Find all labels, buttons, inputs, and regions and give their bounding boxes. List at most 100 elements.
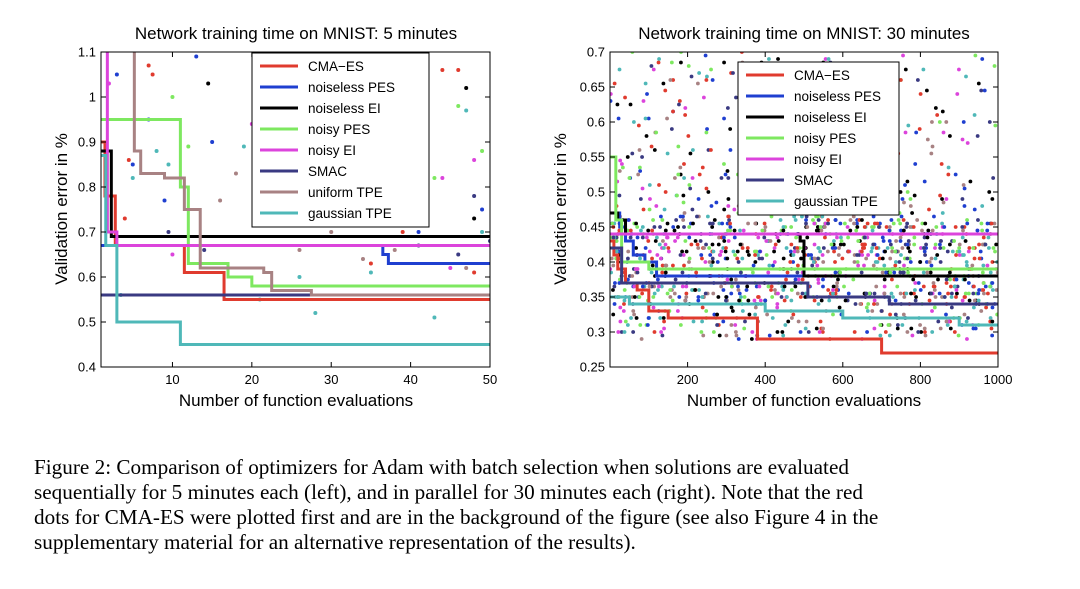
- scatter-point: [636, 47, 640, 51]
- scatter-point: [811, 218, 815, 222]
- scatter-point: [987, 120, 992, 124]
- scatter-point: [659, 330, 664, 334]
- scatter-point: [842, 284, 846, 289]
- scatter-point: [820, 253, 825, 257]
- scatter-point: [784, 246, 789, 250]
- scatter-point: [791, 312, 796, 317]
- scatter-point: [949, 295, 954, 299]
- scatter-point: [711, 330, 716, 334]
- scatter-point: [673, 239, 677, 243]
- scatter-point: [909, 326, 914, 331]
- scatter-point: [855, 225, 860, 229]
- y-tick-label: 0.8: [78, 180, 96, 195]
- scatter-point: [657, 183, 661, 187]
- scatter-point: [859, 249, 864, 254]
- scatter-point: [956, 333, 961, 338]
- scatter-point: [856, 239, 861, 243]
- scatter-point: [635, 270, 640, 275]
- scatter-point: [740, 309, 745, 313]
- scatter-point: [816, 256, 820, 261]
- scatter-point: [632, 312, 637, 317]
- scatter-point: [862, 225, 867, 229]
- scatter-point: [977, 242, 981, 247]
- scatter-point: [891, 295, 895, 299]
- scatter-point: [935, 113, 940, 117]
- scatter-point: [297, 275, 302, 279]
- scatter-point: [991, 246, 996, 250]
- scatter-point: [884, 225, 889, 229]
- scatter-point: [922, 326, 927, 331]
- scatter-point: [700, 305, 705, 310]
- axes-frame: [100, 51, 491, 368]
- scatter-point: [846, 249, 851, 254]
- scatter-point: [640, 225, 645, 229]
- scatter-point: [874, 284, 879, 289]
- scatter-point: [729, 277, 734, 282]
- scatter-point: [933, 242, 938, 247]
- scatter-point: [480, 149, 485, 153]
- scatter-point: [871, 214, 876, 219]
- caption-line: dots for CMA-ES were plotted first and a…: [34, 505, 879, 529]
- scatter-point: [800, 214, 804, 219]
- scatter-point: [981, 288, 986, 292]
- scatter-point: [916, 330, 921, 334]
- scatter-point: [647, 183, 652, 187]
- scatter-point: [973, 53, 978, 58]
- scatter-point: [977, 288, 981, 292]
- scatter-point: [994, 242, 998, 247]
- scatter-point: [747, 253, 751, 257]
- scatter-point: [946, 172, 951, 177]
- scatter-point: [946, 291, 950, 296]
- scatter-point: [932, 288, 937, 292]
- scatter-point: [838, 221, 843, 226]
- scatter-point: [915, 218, 920, 222]
- scatter-point: [871, 263, 876, 268]
- scatter-point: [936, 277, 940, 282]
- scatter-point: [831, 291, 835, 296]
- scatter-point: [665, 151, 670, 156]
- scatter-point: [745, 284, 750, 289]
- scatter-point: [929, 291, 934, 296]
- scatter-point: [693, 239, 698, 243]
- scatter-point: [432, 176, 437, 180]
- scatter-point: [913, 288, 917, 292]
- scatter-point: [902, 295, 907, 299]
- scatter-point: [988, 270, 993, 275]
- scatter-point: [210, 140, 215, 144]
- scatter-point: [862, 235, 867, 240]
- scatter-point: [623, 319, 628, 324]
- scatter-point: [710, 221, 715, 226]
- scatter-point: [795, 249, 800, 254]
- scatter-point: [689, 242, 694, 247]
- scatter-point: [680, 284, 685, 289]
- scatter-point: [903, 183, 907, 187]
- scatter-point: [966, 291, 971, 296]
- scatter-point: [674, 218, 679, 222]
- scatter-point: [870, 246, 875, 250]
- scatter-point: [723, 172, 728, 177]
- scatter-point: [905, 221, 910, 226]
- scatter-point: [855, 260, 860, 264]
- scatter-point: [953, 225, 958, 229]
- scatter-point: [793, 277, 798, 282]
- scatter-point: [972, 256, 977, 261]
- scatter-point: [816, 277, 821, 282]
- scatter-point: [798, 295, 803, 299]
- scatter-point: [753, 312, 758, 317]
- scatter-point: [794, 235, 799, 240]
- scatter-point: [732, 228, 737, 233]
- scatter-point: [665, 235, 669, 240]
- scatter-point: [767, 263, 772, 268]
- scatter-point: [949, 291, 954, 296]
- scatter-point: [746, 298, 751, 303]
- scatter-point: [665, 116, 669, 121]
- scatter-point: [878, 221, 882, 226]
- scatter-point: [614, 249, 619, 254]
- scatter-point: [855, 253, 860, 257]
- scatter-point: [638, 197, 643, 201]
- scatter-point: [708, 253, 713, 257]
- scatter-point: [826, 218, 830, 222]
- scatter-point: [682, 225, 686, 229]
- scatter-point: [949, 305, 954, 310]
- scatter-point: [924, 88, 929, 93]
